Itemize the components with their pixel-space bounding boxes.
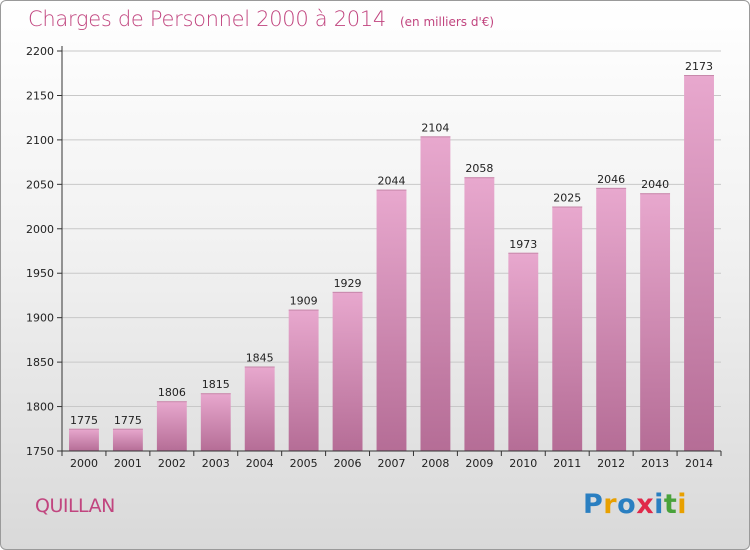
labels: 1750 1800 1850 1900 1950 2000 2050 2100 2150 2200… [26,45,713,470]
bar-2004 [244,366,275,451]
logo-letter: i [677,489,688,520]
value-label: 2044 [378,175,406,188]
x-tick-label: 2006 [334,457,362,470]
bar-2003 [200,393,231,451]
chart-subtitle: (en milliers d'€) [399,15,495,29]
value-label: 1929 [334,277,362,290]
value-label: 1775 [114,414,142,427]
y-tick-label: 1950 [26,267,54,280]
x-tick-label: 2009 [465,457,493,470]
bar-2010 [508,252,539,451]
x-tick-label: 2012 [597,457,625,470]
y-tick-label: 2200 [26,45,54,58]
bar-2006 [332,291,363,451]
x-tick-label: 2011 [553,457,581,470]
x-tick-label: 2014 [685,457,713,470]
y-tick-label: 1850 [26,356,54,369]
y-tick-label: 1750 [26,445,54,458]
bar-2007 [376,189,407,451]
bar-2002 [156,401,187,451]
x-tick-label: 2000 [70,457,98,470]
value-label: 2058 [465,162,493,175]
x-tick-label: 2008 [421,457,449,470]
x-tick-label: 2002 [158,457,186,470]
bar-2013 [640,193,671,451]
value-label: 2104 [421,121,449,134]
x-tick-label: 2010 [509,457,537,470]
y-tick-label: 1800 [26,401,54,414]
chart-title: Charges de Personnel 2000 à 2014 [28,7,386,31]
bar-2011 [552,206,583,451]
y-tick-label: 2050 [26,178,54,191]
y-tick-label: 2150 [26,89,54,102]
bar-2009 [464,177,495,451]
x-tick-label: 2004 [246,457,274,470]
value-label: 1775 [70,414,98,427]
value-label: 2025 [553,192,581,205]
bar-2008 [420,136,451,452]
commune-name: QUILLAN [35,495,115,517]
x-tick-label: 2007 [378,457,406,470]
x-tick-label: 2005 [290,457,318,470]
value-label: 1973 [509,238,537,251]
bar-2005 [288,309,319,451]
x-tick-label: 2001 [114,457,142,470]
x-tick-label: 2013 [641,457,669,470]
bar-2014 [684,75,714,451]
value-label: 1815 [202,378,230,391]
value-label: 1845 [246,352,274,365]
bar-2012 [596,187,627,451]
logo-letter: r [603,489,618,520]
value-label: 2173 [685,60,713,73]
logo-letter: i [654,489,664,520]
value-label: 2040 [641,178,669,191]
logo-letter: o [617,489,637,520]
axes [57,46,722,456]
logo-letter: x [636,489,655,520]
logo-letter: t [663,489,678,520]
bar-2001 [112,428,143,451]
y-tick-label: 1900 [26,312,54,325]
y-tick-label: 2000 [26,223,54,236]
y-tick-label: 2100 [26,134,54,147]
logo-letter: P [583,489,604,520]
x-tick-label: 2003 [202,457,230,470]
value-label: 1806 [158,386,186,399]
proxiti-logo[interactable]: Proxiti [583,489,687,520]
title-line: Charges de Personnel 2000 à 2014 (en mill… [28,7,494,31]
bars [69,75,714,452]
value-label: 1909 [290,295,318,308]
bar-2000 [69,428,99,451]
value-label: 2046 [597,173,625,186]
